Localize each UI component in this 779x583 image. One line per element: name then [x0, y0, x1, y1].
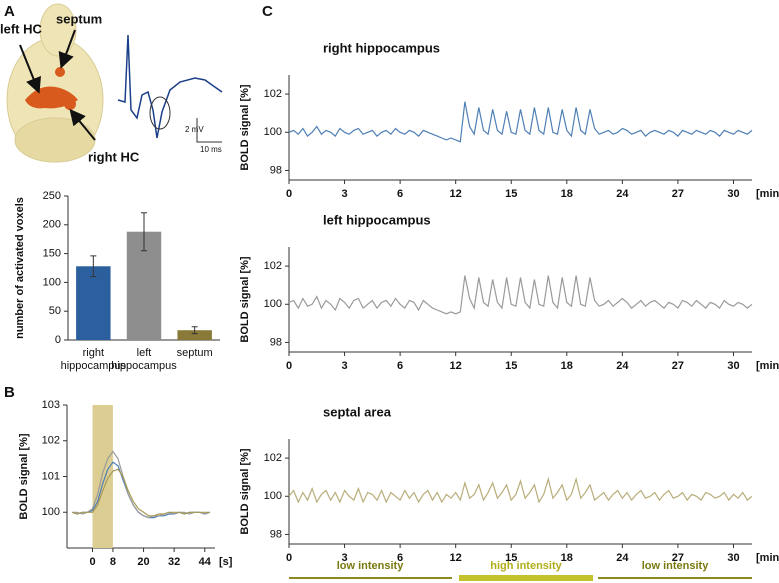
- y-tick-label: 102: [264, 88, 282, 100]
- x-tick-label: 15: [505, 188, 517, 200]
- intensity-label: low intensity: [642, 560, 710, 572]
- brain-illustration: [6, 3, 104, 163]
- y-tick-label: 250: [43, 190, 61, 202]
- scale-label: 10 ms: [200, 145, 222, 154]
- series-line: [288, 275, 753, 315]
- series-line: [288, 476, 753, 504]
- y-tick-label: 150: [43, 248, 61, 260]
- panel-label: A: [4, 3, 15, 20]
- y-tick-label: 100: [264, 126, 282, 138]
- y-tick-label: 101: [42, 470, 60, 482]
- error-bar: [90, 255, 97, 278]
- brain-label: right HC: [88, 149, 140, 164]
- bar: [76, 266, 111, 340]
- arrow: [69, 108, 96, 141]
- x-tick-label: 30: [727, 552, 739, 564]
- y-axis-label: BOLD signal [%]: [18, 433, 30, 520]
- x-tick-label: 6: [397, 188, 403, 200]
- x-tick-label: 12: [450, 188, 462, 200]
- x-unit: [min]: [756, 552, 779, 564]
- x-tick-label: 8: [110, 556, 116, 568]
- panel-label: C: [262, 3, 273, 20]
- intensity-label: high intensity: [490, 560, 562, 572]
- y-axis-label: BOLD signal [%]: [239, 256, 251, 343]
- x-tick-label: 18: [561, 552, 573, 564]
- y-tick-label: 98: [270, 528, 282, 540]
- x-tick-label: 3: [341, 360, 347, 372]
- scale-bar: [196, 118, 222, 143]
- x-tick-label: right hippocampus: [60, 347, 127, 372]
- y-tick-label: 102: [264, 260, 282, 272]
- x-tick-label: 0: [89, 556, 95, 568]
- x-tick-label: 0: [286, 188, 292, 200]
- x-tick-label: 30: [727, 360, 739, 372]
- x-tick-label: 6: [397, 360, 403, 372]
- intensity-label: low intensity: [337, 560, 405, 572]
- x-unit: [min]: [756, 360, 779, 372]
- arrow: [19, 44, 41, 94]
- x-tick-label: 12: [450, 552, 462, 564]
- arrow: [58, 29, 76, 69]
- x-tick-label: 3: [341, 552, 347, 564]
- y-tick-label: 100: [264, 298, 282, 310]
- series-line: [71, 468, 210, 517]
- y-axis-label: BOLD signal [%]: [239, 448, 251, 535]
- x-tick-label: 12: [450, 360, 462, 372]
- y-tick-label: 200: [43, 219, 61, 231]
- y-axis-label: number of activated voxels: [14, 197, 26, 339]
- y-tick-label: 102: [42, 435, 60, 447]
- error-bar: [141, 212, 147, 252]
- series-line: [288, 101, 753, 143]
- x-tick-label: 27: [672, 188, 684, 200]
- x-tick-label: 0: [286, 360, 292, 372]
- y-tick-label: 0: [55, 334, 61, 346]
- x-tick-label: 15: [505, 552, 517, 564]
- y-tick-label: 100: [43, 276, 61, 288]
- x-tick-label: 24: [616, 552, 629, 564]
- x-tick-label: 0: [286, 552, 292, 564]
- y-axis-label: BOLD signal [%]: [239, 84, 251, 171]
- x-tick-label: left hippocampus: [111, 347, 177, 372]
- brain-label: septum: [56, 11, 102, 26]
- x-unit: [s]: [219, 556, 233, 568]
- x-tick-label: 27: [672, 552, 684, 564]
- waveform-circle: [149, 96, 171, 130]
- x-tick-label: 24: [616, 360, 629, 372]
- y-tick-label: 98: [270, 164, 282, 176]
- x-tick-label: 15: [505, 360, 517, 372]
- x-tick-label: 32: [168, 556, 180, 568]
- x-unit: [min]: [756, 188, 779, 200]
- brain-label: left HC: [0, 21, 43, 36]
- panel-label: B: [4, 384, 15, 401]
- y-tick-label: 98: [270, 336, 282, 348]
- chart-title: septal area: [323, 404, 392, 419]
- y-tick-label: 103: [42, 399, 60, 411]
- scale-label: 2 mV: [185, 125, 204, 134]
- x-tick-label: 6: [397, 552, 403, 564]
- bar: [177, 330, 212, 340]
- x-tick-label: 18: [561, 188, 573, 200]
- x-tick-label: 18: [561, 360, 573, 372]
- x-tick-label: 27: [672, 360, 684, 372]
- error-bar: [191, 326, 198, 335]
- chart-title: right hippocampus: [323, 40, 440, 55]
- y-tick-label: 100: [264, 490, 282, 502]
- x-tick-label: 3: [341, 188, 347, 200]
- stimulus-shade: [92, 405, 113, 548]
- x-tick-label: 30: [727, 188, 739, 200]
- waveform: [117, 34, 223, 139]
- y-tick-label: 50: [49, 305, 61, 317]
- x-tick-label: septum: [176, 347, 213, 359]
- x-tick-label: 20: [137, 556, 149, 568]
- x-tick-label: 44: [199, 556, 212, 568]
- y-tick-label: 102: [264, 452, 282, 464]
- chart-title: left hippocampus: [323, 212, 431, 227]
- x-tick-label: 24: [616, 188, 629, 200]
- y-tick-label: 100: [42, 506, 60, 518]
